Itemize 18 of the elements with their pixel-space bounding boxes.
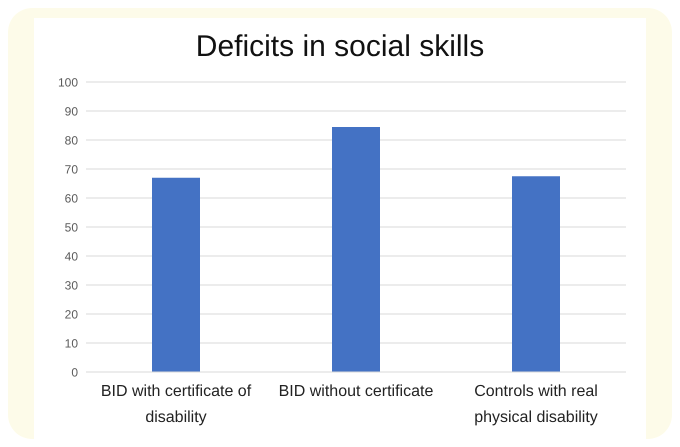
y-tick-label: 40 — [64, 249, 78, 264]
bar — [152, 178, 200, 372]
x-tick-label: Controls with real physical disability — [474, 383, 598, 426]
y-tick-label: 0 — [71, 365, 78, 380]
y-tick-label: 80 — [64, 133, 78, 148]
x-tick-label: BID without certificate — [278, 383, 434, 400]
y-tick-label: 90 — [64, 104, 78, 118]
y-tick-label: 10 — [64, 336, 78, 350]
bar — [512, 176, 560, 372]
y-tick-label: 100 — [58, 75, 78, 90]
y-tick-label: 30 — [64, 278, 78, 292]
y-tick-label: 60 — [64, 191, 78, 206]
bar — [332, 126, 380, 372]
y-tick-label: 50 — [64, 220, 78, 234]
x-tick-label: BID with certificate of disability — [100, 383, 252, 426]
chart-title: Deficits in social skills — [194, 30, 486, 65]
y-tick-label: 20 — [64, 307, 78, 322]
y-tick-label: 70 — [64, 162, 78, 176]
